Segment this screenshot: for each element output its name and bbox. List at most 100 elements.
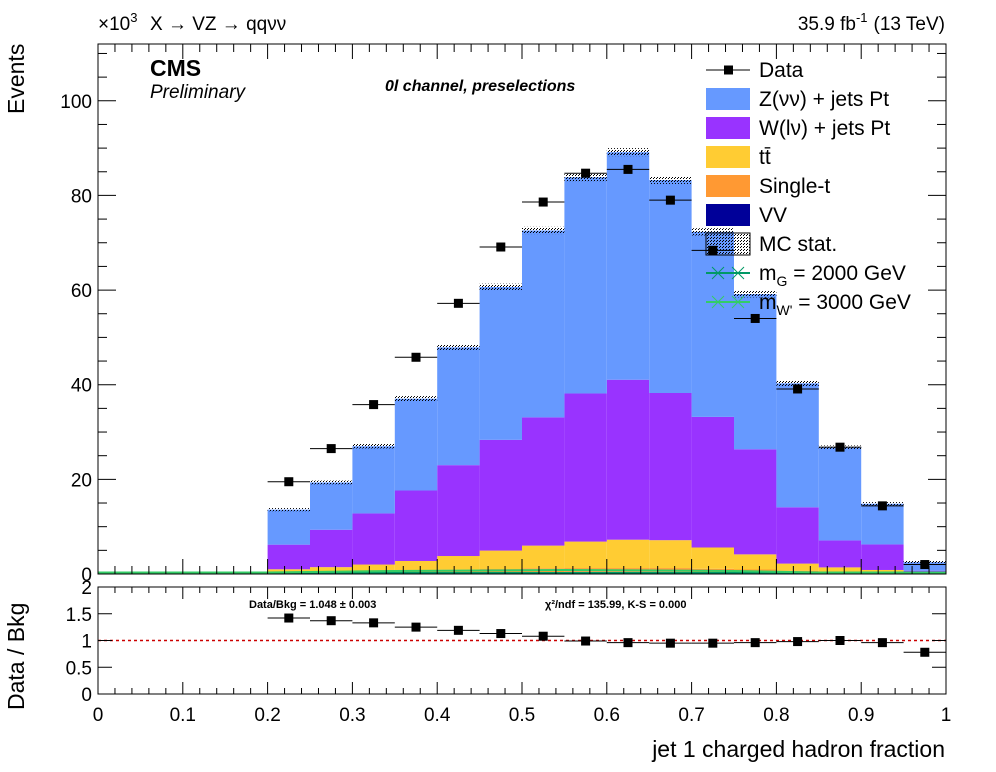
bar-wlnu [818,540,862,568]
bar-ttbar [437,556,480,570]
series-wlnu [267,379,946,574]
ratio-point [920,647,930,657]
mc-stat-hatch [649,176,692,184]
bar-wlnu [522,417,565,546]
mc-stat-hatch [352,444,395,449]
ratio-point [793,637,803,647]
legend-item: mW' = 3000 GeV [706,291,911,318]
legend-label: mG = 2000 GeV [759,262,906,289]
legend-label: tt̄ [759,146,771,169]
data-point [877,501,887,511]
process-label: X → VZ → qqνν [150,14,286,35]
status-label: Preliminary [150,82,247,103]
legend-swatch [706,175,750,197]
data-point [453,298,463,308]
bar-znunu [691,231,734,417]
bar-wlnu [649,392,692,541]
legend-item: MC stat. [705,232,837,256]
bar-ttbar [564,541,607,569]
ratio-y-tick-label: 1.5 [66,605,92,626]
bar-ttbar [394,560,438,571]
bar-ttbar [267,569,310,573]
legend-label-tail: = 3000 GeV [792,291,911,314]
legend-label: Single-t [759,175,830,198]
y-tick-label: 0 [81,565,92,586]
bar-znunu [310,482,353,530]
series-znunu [267,152,946,571]
bar-znunu [776,383,819,508]
y-multiplier: ×103 [98,10,137,35]
legend-label: VV [759,204,787,227]
legend-item: mG = 2000 GeV [706,262,906,289]
ratio-point [581,636,591,646]
y-tick-label: 100 [60,92,92,113]
legend-label-tail: = 2000 GeV [787,262,906,285]
y-multiplier-exponent: 3 [130,10,137,25]
bar-ttbar [310,567,353,572]
bar-wlnu [352,513,395,565]
legend-label: Data [759,59,804,82]
ratio-y-tick-label: 2 [81,578,92,599]
bar-wlnu [479,439,522,551]
x-tick-label: 0.5 [509,705,535,726]
mc-stat-hatch [310,480,353,485]
ratio-y-tick-label: 0 [81,685,92,706]
x-tick-label: 0.1 [170,705,196,726]
ratio-stat-text: Data/Bkg = 1.048 ± 0.003 [249,599,376,611]
y-tick-label: 40 [71,376,92,397]
mc-stat-hatch [394,396,438,402]
x-tick-label: 1 [941,705,952,726]
legend-label-subscript: G [777,273,788,289]
data-point [750,313,760,323]
ratio-points [267,613,946,657]
legend-item: VV [706,204,787,227]
mc-stat-hatch [522,226,565,235]
legend-swatch [706,204,750,226]
bar-wlnu [267,544,310,570]
top-y-axis-title: Events [3,44,29,114]
x-tick-label: 0.2 [254,705,280,726]
bar-wlnu [776,507,819,564]
bar-wlnu [310,529,353,568]
ratio-point [326,616,336,626]
bar-znunu [479,286,522,440]
bar-ttbar [691,547,734,569]
bar-wlnu [564,393,607,542]
legend-swatch [706,146,750,168]
legend-hatch [705,232,751,256]
data-point [496,242,506,252]
ratio-point [665,638,675,648]
ratio-point [369,618,379,628]
legend-cross-marker [711,266,745,280]
data-point [326,444,336,454]
channel-label: 0l channel, preselections [385,78,575,95]
legend-label: MC stat. [759,233,837,256]
bar-znunu [564,177,607,394]
data-point [665,195,675,205]
bar-ttbar [818,567,862,572]
bar-znunu [437,347,480,466]
y-tick-label: 20 [71,470,92,491]
ratio-point [750,638,760,648]
data-point [538,197,548,207]
ratio-point [411,622,421,632]
legend-marker [724,65,733,75]
bar-znunu [649,180,692,393]
data-point [369,400,379,410]
ratio-point [538,631,548,641]
experiment-label: CMS [150,55,201,81]
bar-ttbar [522,545,565,569]
x-tick-label: 0.8 [763,705,789,726]
bar-ttbar [479,550,522,570]
legend-label-subscript: W' [777,302,793,318]
ratio-panel: 0 0.5 1 1.5 2 0 0.1 0.2 0.3 0.4 0.5 0.6 0.7 0.8 0.9 1 [66,578,952,726]
mc-stat-hatch [479,283,522,291]
legend-swatch [706,117,750,139]
series-ttbar [267,539,946,574]
legend-label: W(lν) + jets Pt [759,117,890,140]
legend-swatch [706,88,750,110]
bar-wlnu [861,544,904,570]
bar-znunu [818,447,862,541]
data-point [835,442,845,452]
ratio-point [453,625,463,635]
